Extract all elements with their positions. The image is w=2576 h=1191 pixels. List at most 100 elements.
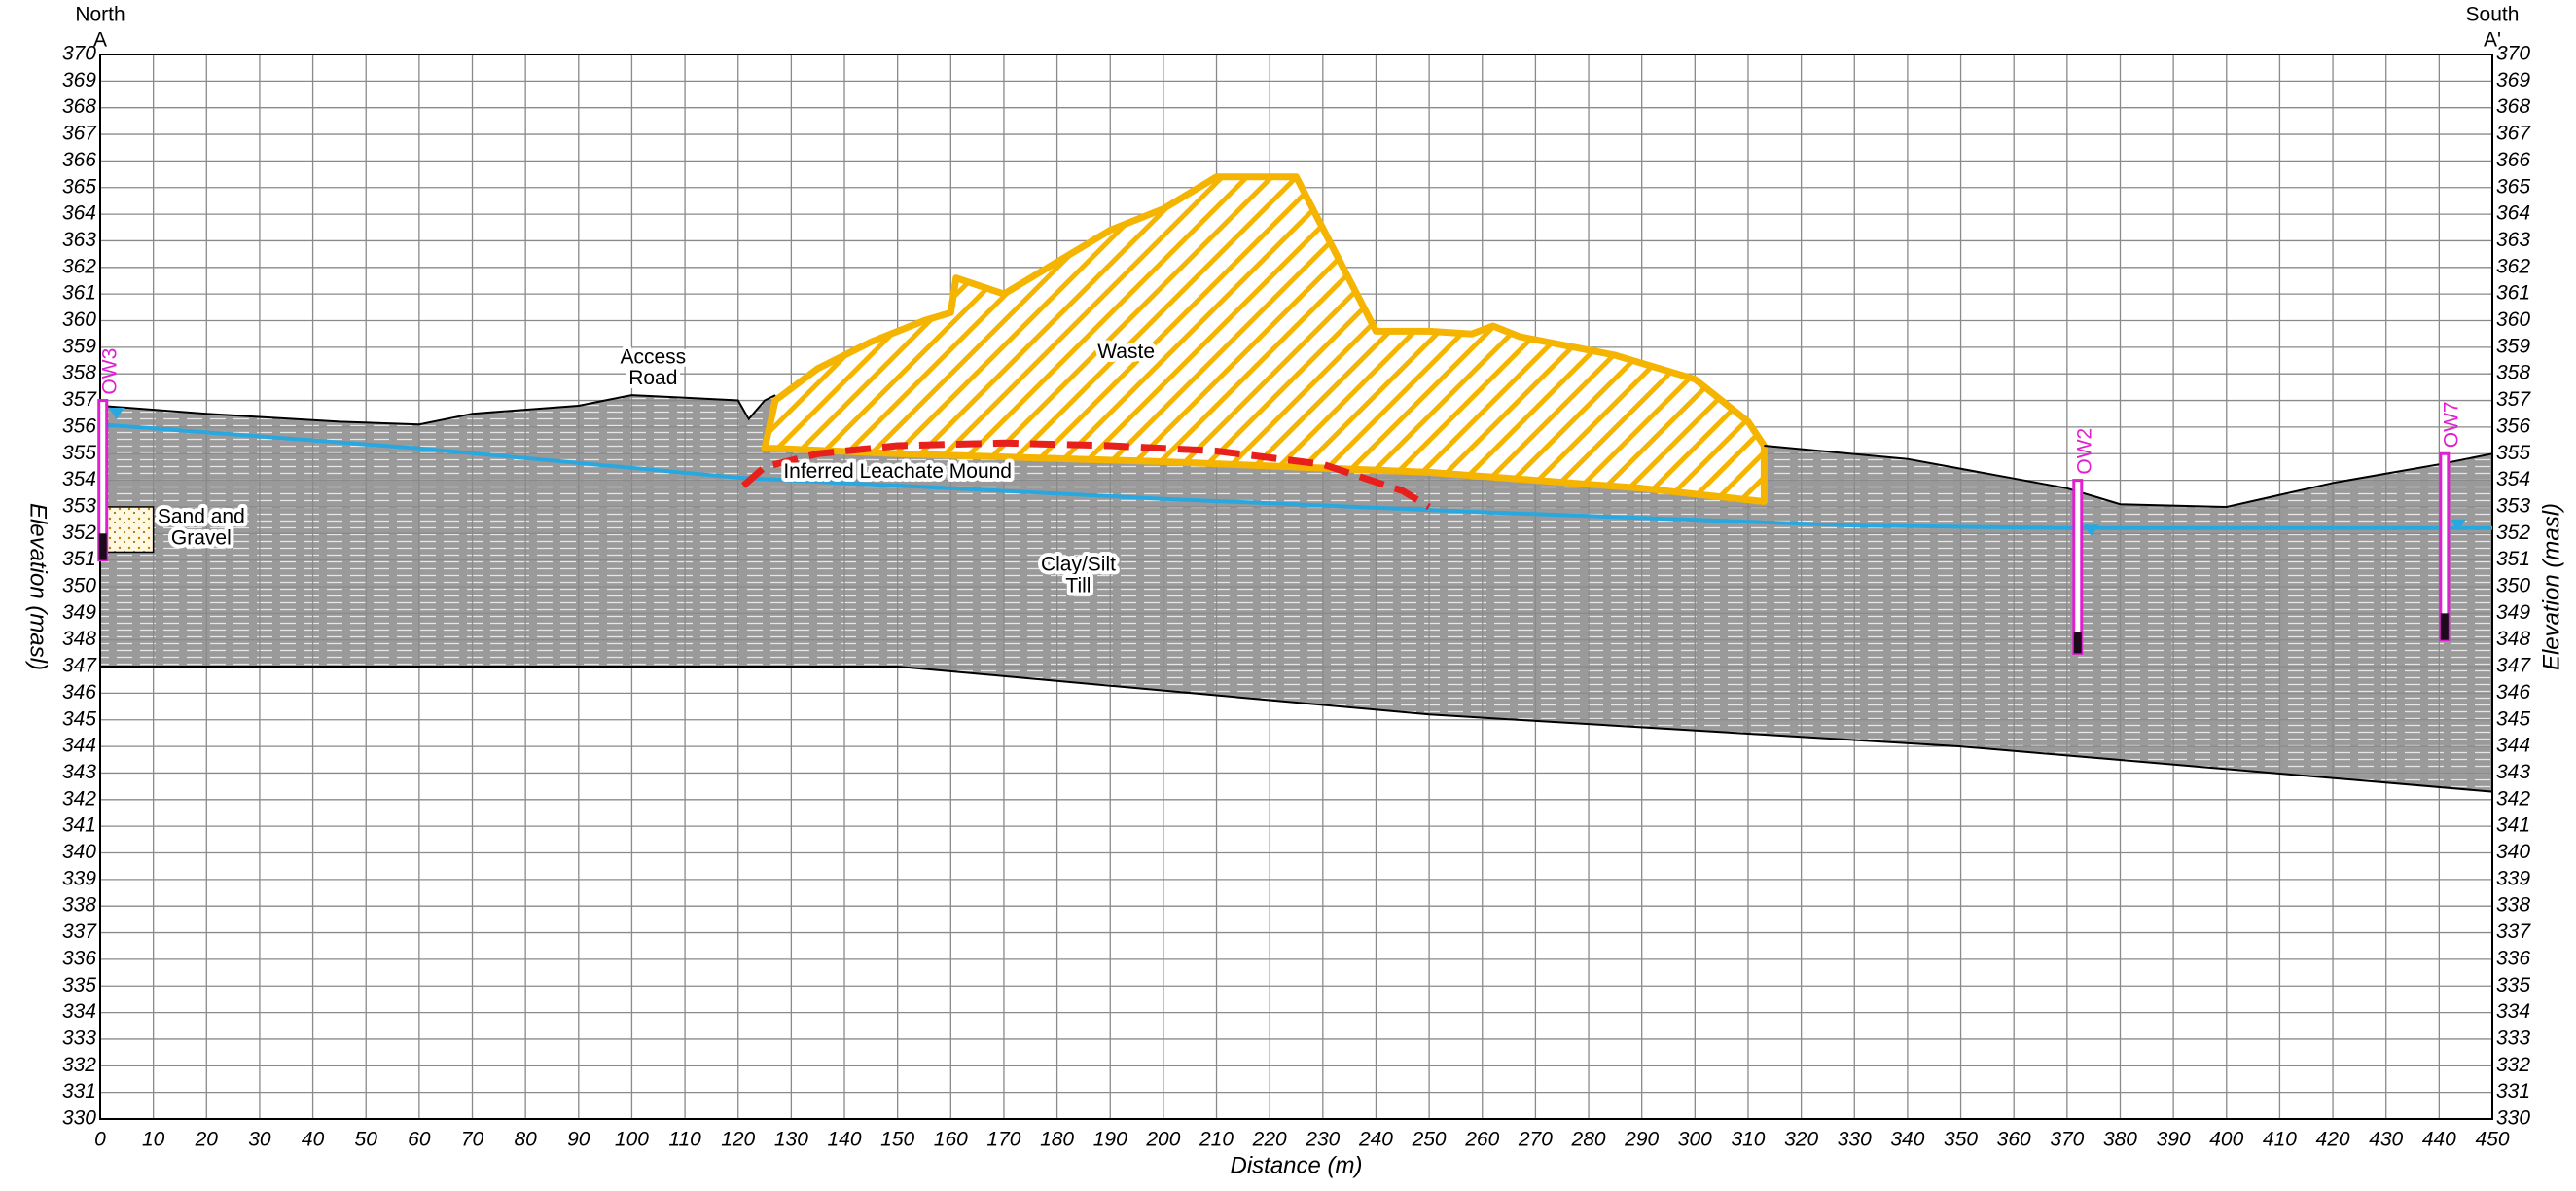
y-tick-label: 354 (62, 468, 96, 490)
x-tick-label: 330 (1838, 1129, 1872, 1151)
y-tick-label: 355 (62, 442, 96, 464)
well-label: OW7 (2440, 401, 2462, 448)
y-tick-label: 351 (62, 548, 96, 570)
well-label: OW3 (98, 348, 121, 395)
x-tick-label: 50 (355, 1129, 378, 1151)
x-tick-label: 290 (1624, 1129, 1659, 1151)
x-tick-label: 450 (2475, 1129, 2509, 1151)
x-tick-label: 280 (1571, 1129, 1606, 1151)
y-tick-label: 344 (2496, 735, 2530, 757)
x-tick-label: 180 (1040, 1129, 1074, 1151)
x-tick-label: 390 (2157, 1129, 2191, 1151)
y-tick-label: 367 (2496, 123, 2531, 145)
x-tick-label: 270 (1518, 1129, 1553, 1151)
y-tick-label: 370 (62, 43, 96, 65)
y-tick-label: 350 (2496, 575, 2530, 597)
x-tick-label: 220 (1252, 1129, 1287, 1151)
x-tick-label: 310 (1731, 1129, 1765, 1151)
y-tick-label: 340 (62, 841, 96, 863)
y-tick-label: 331 (2496, 1080, 2530, 1102)
y-tick-label: 347 (2496, 655, 2531, 677)
y-tick-label: 348 (62, 628, 96, 650)
y-tick-label: 356 (2496, 415, 2530, 437)
y-tick-label: 360 (62, 308, 96, 331)
y-tick-label: 346 (2496, 681, 2530, 704)
x-tick-label: 30 (248, 1129, 271, 1151)
annotation: Waste (1097, 341, 1155, 363)
y-tick-label: 361 (2496, 282, 2530, 305)
x-tick-label: 400 (2209, 1129, 2243, 1151)
y-tick-label: 348 (2496, 628, 2530, 650)
y-tick-label: 335 (2496, 974, 2530, 996)
x-tick-label: 240 (1358, 1129, 1393, 1151)
y-tick-label: 330 (62, 1107, 96, 1130)
y-tick-label: 341 (2496, 814, 2530, 837)
y-tick-label: 353 (2496, 494, 2530, 517)
x-tick-label: 160 (934, 1129, 968, 1151)
y-tick-label: 336 (62, 947, 96, 969)
y-tick-label: 341 (62, 814, 96, 837)
x-tick-label: 260 (1464, 1129, 1499, 1151)
y-tick-label: 352 (2496, 522, 2530, 544)
sand-gravel (105, 507, 153, 552)
x-axis-label: Distance (m) (1230, 1152, 1362, 1178)
y-tick-label: 368 (2496, 95, 2530, 118)
y-tick-label: 349 (62, 601, 96, 624)
y-tick-label: 366 (2496, 149, 2530, 171)
y-tick-label: 363 (62, 229, 96, 251)
section-end: North (75, 4, 125, 26)
x-tick-label: 120 (721, 1129, 755, 1151)
y-tick-label: 366 (62, 149, 96, 171)
y-axis-label: Elevation (masl) (2538, 503, 2564, 670)
y-tick-label: 343 (62, 761, 96, 783)
well-casing (2074, 481, 2082, 654)
x-tick-label: 360 (1997, 1129, 2031, 1151)
y-tick-label: 342 (2496, 787, 2530, 810)
y-tick-label: 370 (2496, 43, 2530, 65)
y-tick-label: 331 (62, 1080, 96, 1102)
y-tick-label: 347 (62, 655, 97, 677)
y-tick-label: 332 (62, 1054, 96, 1076)
x-tick-label: 10 (142, 1129, 165, 1151)
y-tick-label: 363 (2496, 229, 2530, 251)
y-tick-label: 337 (2496, 920, 2531, 943)
annotation: Till (1065, 575, 1091, 597)
y-tick-label: 369 (2496, 69, 2530, 91)
y-tick-label: 359 (2496, 335, 2530, 357)
x-tick-label: 250 (1412, 1129, 1447, 1151)
y-tick-label: 364 (62, 202, 96, 225)
y-tick-label: 338 (2496, 894, 2530, 917)
y-tick-label: 340 (2496, 841, 2530, 863)
annotation: Clay/Silt (1041, 554, 1116, 576)
x-tick-label: 170 (986, 1129, 1020, 1151)
x-tick-label: 90 (567, 1129, 590, 1151)
y-tick-label: 362 (2496, 255, 2530, 277)
x-tick-label: 230 (1305, 1129, 1340, 1151)
x-tick-label: 300 (1678, 1129, 1712, 1151)
well-screen (2074, 632, 2082, 653)
annotation: Gravel (171, 526, 232, 549)
x-tick-label: 380 (2103, 1129, 2137, 1151)
x-tick-label: 60 (408, 1129, 431, 1151)
x-tick-label: 370 (2050, 1129, 2084, 1151)
y-tick-label: 362 (62, 255, 96, 277)
waste (765, 177, 1764, 502)
x-tick-label: 100 (615, 1129, 649, 1151)
section-end: A' (2484, 29, 2501, 52)
y-tick-label: 332 (2496, 1054, 2530, 1076)
y-tick-label: 369 (62, 69, 96, 91)
x-tick-label: 440 (2422, 1129, 2456, 1151)
x-tick-label: 110 (668, 1129, 701, 1151)
y-tick-label: 354 (2496, 468, 2530, 490)
well-label: OW2 (2073, 428, 2095, 475)
y-tick-label: 338 (62, 894, 96, 917)
page: 0102030405060708090100110120130140150160… (0, 0, 2576, 1191)
y-tick-label: 344 (62, 735, 96, 757)
x-tick-label: 430 (2369, 1129, 2403, 1151)
y-tick-label: 361 (62, 282, 96, 305)
annotation: Sand and (158, 505, 245, 527)
x-tick-label: 420 (2316, 1129, 2350, 1151)
y-tick-label: 351 (2496, 548, 2530, 570)
x-tick-label: 20 (195, 1129, 219, 1151)
section-end: South (2466, 4, 2520, 26)
